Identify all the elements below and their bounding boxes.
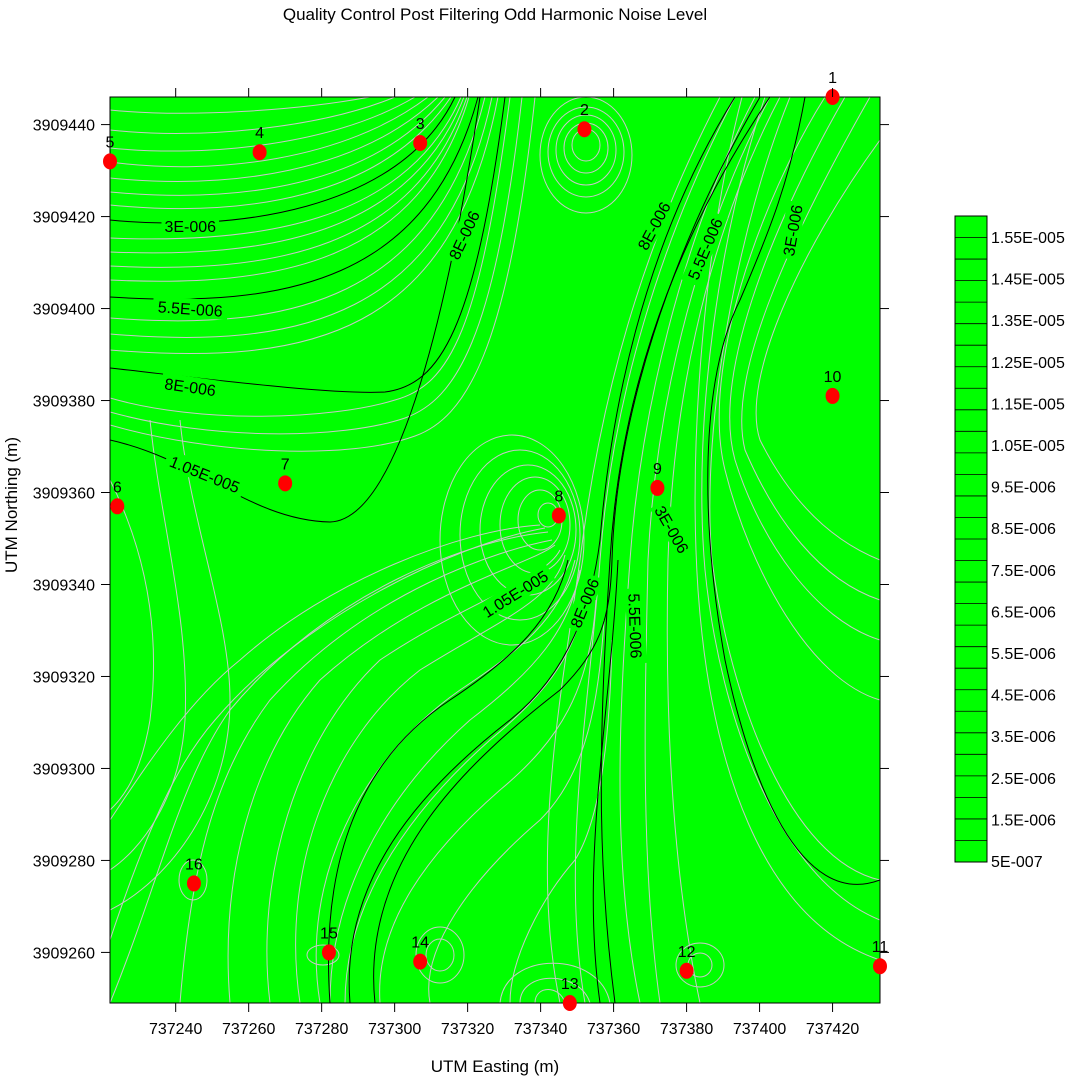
station-label-3: 3 bbox=[416, 116, 425, 133]
contour-label-10: 5.5E-006 bbox=[624, 588, 647, 664]
station-marker-10 bbox=[825, 387, 840, 404]
station-marker-11 bbox=[873, 958, 887, 975]
station-label-15: 15 bbox=[320, 925, 338, 942]
legend-entry-12: 3.5E-006 bbox=[991, 729, 1056, 746]
y-tick-label-1: 3909280 bbox=[33, 853, 95, 870]
station-marker-13 bbox=[562, 995, 577, 1011]
station-label-8: 8 bbox=[554, 489, 563, 506]
station-label-11: 11 bbox=[872, 939, 889, 956]
station-marker-2 bbox=[577, 121, 592, 138]
y-tick-label-8: 3909420 bbox=[33, 210, 95, 227]
y-tick-label-5: 3909360 bbox=[33, 486, 95, 503]
contour-label-bg-6 bbox=[681, 210, 728, 287]
axes: 737240 737260 737280 737300 737320 737340 7373… bbox=[33, 88, 889, 1038]
station-marker-4 bbox=[252, 144, 267, 161]
contour-label-bg-2 bbox=[160, 372, 221, 400]
contour-label-bg-1 bbox=[152, 295, 229, 321]
station-marker-8 bbox=[551, 507, 566, 524]
legend: 1.55E-005 1.45E-005 1.35E-005 1.25E-005 1.15… bbox=[954, 215, 1065, 871]
y-tick-label-7: 3909400 bbox=[33, 302, 95, 319]
x-tick-label-9: 737420 bbox=[806, 1021, 859, 1038]
contour-label-bg-10 bbox=[625, 588, 647, 664]
contour-label-1: 5.5E-006 bbox=[152, 295, 229, 321]
legend-entry-9: 6.5E-006 bbox=[991, 604, 1056, 621]
x-axis-label: UTM Easting (m) bbox=[431, 1057, 559, 1076]
x-tick-label-6: 737360 bbox=[587, 1021, 640, 1038]
legend-entry-10: 5.5E-006 bbox=[991, 646, 1056, 663]
y-tick-label-4: 3909340 bbox=[33, 577, 95, 594]
contour-label-0: 3E-006 bbox=[161, 215, 220, 236]
legend-entry-0: 1.55E-005 bbox=[991, 230, 1065, 247]
x-tick-label-8: 737400 bbox=[733, 1021, 786, 1038]
station-marker-6 bbox=[110, 498, 125, 515]
station-marker-7 bbox=[278, 475, 293, 492]
plot-frame bbox=[109, 96, 881, 1004]
legend-entry-8: 7.5E-006 bbox=[991, 563, 1056, 580]
x-tick-label-1: 737260 bbox=[222, 1021, 275, 1038]
chart-title: Quality Control Post Filtering Odd Harmo… bbox=[283, 5, 707, 24]
station-marker-12 bbox=[679, 962, 694, 979]
legend-entry-13: 2.5E-006 bbox=[991, 771, 1056, 788]
x-tick-label-5: 737340 bbox=[514, 1021, 567, 1038]
x-tick-label-3: 737300 bbox=[368, 1021, 421, 1038]
station-marker-14 bbox=[413, 953, 428, 970]
station-label-10: 10 bbox=[824, 369, 842, 386]
station-marker-16 bbox=[186, 875, 201, 892]
legend-entry-6: 9.5E-006 bbox=[991, 480, 1056, 497]
station-label-5: 5 bbox=[106, 134, 115, 151]
contour-label-bg-8 bbox=[474, 563, 556, 624]
plot-area bbox=[110, 97, 880, 1003]
legend-entry-7: 8.5E-006 bbox=[991, 521, 1056, 538]
x-tick-label-7: 737380 bbox=[660, 1021, 713, 1038]
x-tick-label-0: 737240 bbox=[149, 1021, 202, 1038]
x-tick-label-2: 737280 bbox=[295, 1021, 348, 1038]
legend-entry-15: 5E-007 bbox=[991, 854, 1043, 871]
y-axis-label: UTM Northing (m) bbox=[2, 437, 21, 573]
contour-label-text-1: 5.5E-006 bbox=[157, 299, 223, 320]
y-tick-label-2: 3909300 bbox=[33, 761, 95, 778]
y-tick-label-0: 3909260 bbox=[33, 945, 95, 962]
station-label-2: 2 bbox=[580, 102, 589, 119]
station-marker-15 bbox=[321, 944, 336, 961]
legend-entry-14: 1.5E-006 bbox=[991, 812, 1056, 829]
contour-label-bg-4 bbox=[442, 204, 485, 265]
contour-label-bg-9 bbox=[564, 572, 604, 633]
contour-label-bg-5 bbox=[631, 195, 676, 256]
legend-entry-11: 4.5E-006 bbox=[991, 688, 1056, 705]
station-marker-5 bbox=[103, 153, 117, 170]
y-tick-label-3: 3909320 bbox=[33, 669, 95, 686]
x-tick-label-4: 737320 bbox=[441, 1021, 494, 1038]
contour-label-bg-0 bbox=[161, 215, 220, 235]
y-tick-label-6: 3909380 bbox=[33, 394, 95, 411]
contour-label-text-0: 3E-006 bbox=[164, 219, 216, 236]
station-label-1: 1 bbox=[828, 70, 837, 87]
station-label-14: 14 bbox=[411, 935, 429, 952]
station-label-7: 7 bbox=[281, 456, 290, 473]
station-label-16: 16 bbox=[185, 856, 203, 873]
station-label-4: 4 bbox=[255, 125, 264, 142]
station-marker-3 bbox=[413, 134, 428, 151]
legend-entry-1: 1.45E-005 bbox=[991, 272, 1065, 289]
station-marker-9 bbox=[650, 479, 665, 496]
contour-label-bg-7 bbox=[777, 200, 807, 261]
station-label-12: 12 bbox=[678, 944, 696, 961]
station-label-13: 13 bbox=[561, 976, 579, 993]
contour-label-bg-3 bbox=[162, 449, 248, 499]
legend-entry-2: 1.35E-005 bbox=[991, 313, 1065, 330]
legend-entry-3: 1.25E-005 bbox=[991, 355, 1065, 372]
station-label-6: 6 bbox=[113, 479, 122, 496]
minor-contours bbox=[110, 97, 880, 1003]
contour-lines bbox=[110, 97, 880, 1003]
y-tick-label-9: 3909440 bbox=[33, 118, 95, 135]
station-label-9: 9 bbox=[653, 461, 662, 478]
contour-label-bg-11 bbox=[649, 499, 696, 559]
legend-entry-5: 1.05E-005 bbox=[991, 438, 1065, 455]
legend-entry-4: 1.15E-005 bbox=[991, 396, 1065, 413]
contour-label-text-10: 5.5E-006 bbox=[624, 593, 643, 659]
